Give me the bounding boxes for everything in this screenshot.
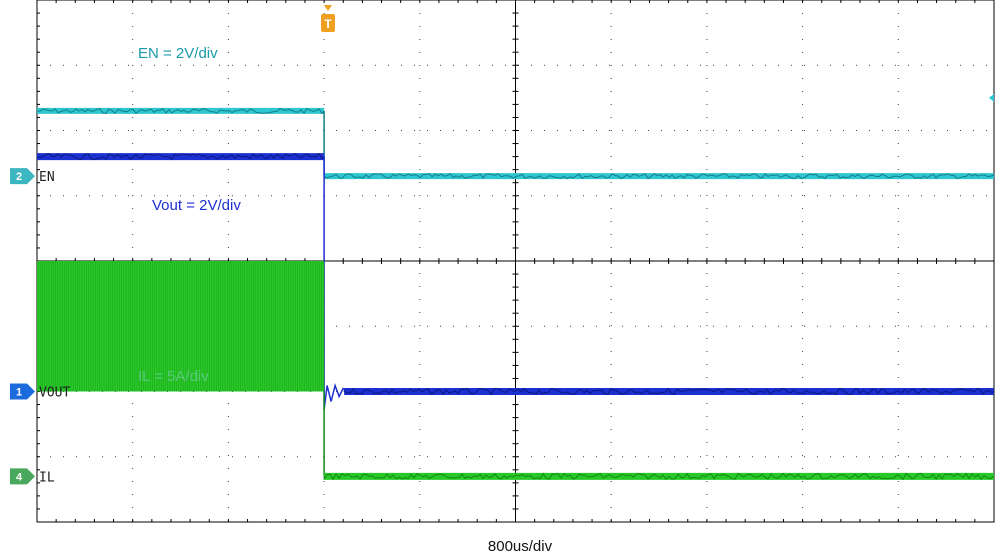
channel-markers: 2 EN 1 VOUT 4 IL xyxy=(10,93,994,485)
channel-number: 1 xyxy=(16,387,22,399)
timebase-label: 800us/div xyxy=(488,538,553,555)
channel-tag: IL xyxy=(39,470,55,485)
channel-tag: EN xyxy=(39,170,55,185)
channel-number: 2 xyxy=(16,171,22,183)
channel-badge xyxy=(10,468,35,485)
channel-badge xyxy=(10,168,35,185)
right-edge-indicator xyxy=(989,93,994,102)
trace-il-low-noise xyxy=(323,472,995,481)
channel-tag: VOUT xyxy=(39,386,70,401)
trigger-marker: T xyxy=(321,5,335,32)
trace-vout-high-noise xyxy=(36,152,325,161)
trace-en-high-noise xyxy=(36,107,325,115)
traces xyxy=(36,107,995,481)
channel-marker-vout: 1 VOUT xyxy=(10,383,70,401)
annotation-il-scale: IL = 5A/div xyxy=(138,368,209,385)
trigger-label: T xyxy=(324,17,332,31)
annotation-en-scale: EN = 2V/div xyxy=(138,45,218,62)
channel-badge xyxy=(10,383,35,400)
annotation-vout-scale: Vout = 2V/div xyxy=(152,197,241,214)
trace-en-low-noise xyxy=(323,173,995,180)
trace-il-switching-band xyxy=(37,261,325,392)
trace-vout-edge xyxy=(323,156,349,410)
trace-vout-low-noise xyxy=(343,387,995,396)
channel-marker-il: 4 IL xyxy=(10,468,55,485)
channel-number: 4 xyxy=(16,471,23,483)
channel-marker-en: 2 EN xyxy=(10,168,55,185)
